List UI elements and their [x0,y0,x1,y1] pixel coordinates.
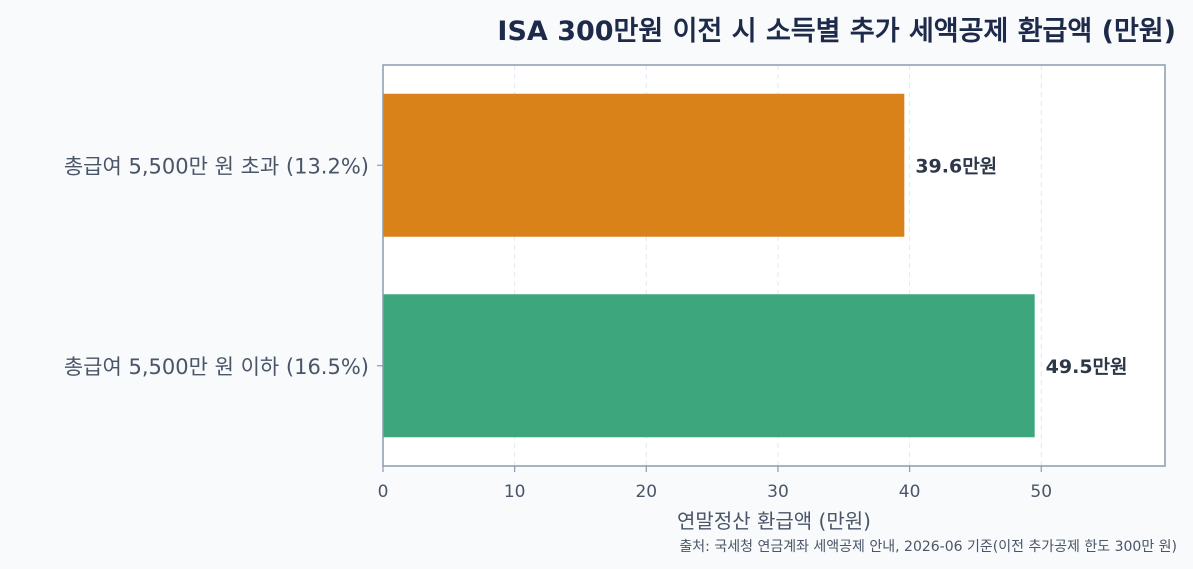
bars [383,93,1035,438]
x-axis-label: 연말정산 환급액 (만원) [677,509,871,533]
x-axis-ticks: 0 10 20 30 40 50 [377,164,1052,502]
x-tick-label: 40 [899,482,921,502]
data-label: 39.6만원 [915,155,997,177]
chart-title: ISA 300만원 이전 시 소득별 추가 세액공제 환급액 (만원) [497,16,1176,47]
data-label: 49.5만원 [1046,356,1128,378]
x-tick-label: 50 [1030,482,1052,502]
labels: 39.6만원 총급여 5,500만 원 초과 (13.2%) 49.5만원 총급여 5… [64,154,1128,379]
source-note: 출처: 국세청 연금계좌 세액공제 안내, 2026-06 기준(이전 추가공제… [679,539,1177,555]
x-tick-label: 10 [504,482,526,502]
category-label: 총급여 5,500만 원 이하 (16.5%) [64,355,369,379]
bar [383,93,905,237]
plot-frame [382,64,1166,467]
x-tick-label: 0 [378,482,389,502]
x-tick-label: 30 [767,482,789,502]
x-tick-label: 20 [635,482,657,502]
bar [383,294,1035,438]
category-label: 총급여 5,500만 원 초과 (13.2%) [64,154,369,178]
